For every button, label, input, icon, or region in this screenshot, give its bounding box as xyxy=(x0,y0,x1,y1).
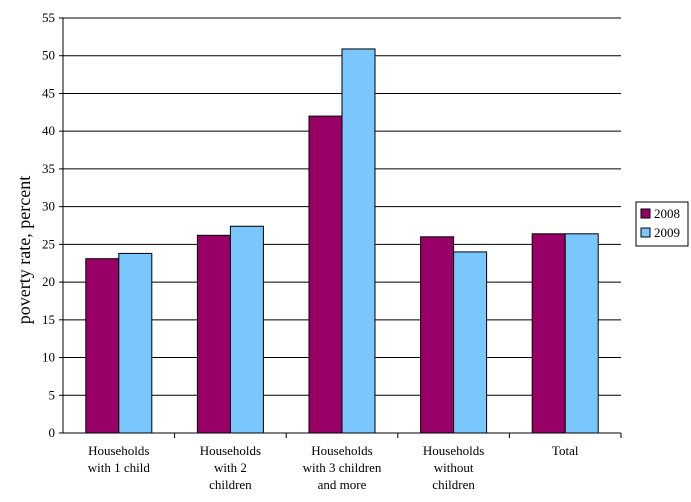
x-category-label: Households xyxy=(311,443,372,458)
bar-2008 xyxy=(85,258,120,434)
x-category-label: Households xyxy=(423,443,484,458)
legend-swatch xyxy=(640,227,651,238)
y-tick-label: 25 xyxy=(42,236,55,251)
bar-2008 xyxy=(196,234,231,434)
y-tick-label: 40 xyxy=(42,123,55,138)
y-tick-label: 55 xyxy=(42,10,55,25)
x-category-label: and more xyxy=(318,477,367,492)
bar-2008 xyxy=(308,115,343,434)
x-category-label: without xyxy=(434,460,474,475)
bar-2009 xyxy=(564,233,599,434)
y-tick-label: 5 xyxy=(49,387,56,402)
bar-2009 xyxy=(453,251,488,434)
x-category-label: with 2 xyxy=(214,460,247,475)
y-tick-label: 50 xyxy=(42,48,55,63)
y-tick-label: 10 xyxy=(42,350,55,365)
x-category-label: Households xyxy=(88,443,149,458)
y-tick-label: 0 xyxy=(49,425,56,440)
y-axis-label: poverty rate, percent xyxy=(14,176,34,324)
legend-label: 2008 xyxy=(654,206,680,221)
bar-2009 xyxy=(341,48,376,434)
bar-2009 xyxy=(118,252,153,434)
bars xyxy=(85,48,599,434)
x-category-label: Households xyxy=(200,443,261,458)
y-tick-label: 15 xyxy=(42,312,55,327)
y-tick-label: 35 xyxy=(42,161,55,176)
bar-2008 xyxy=(420,236,455,434)
y-tick-label: 45 xyxy=(42,85,55,100)
x-category-label: children xyxy=(209,477,252,492)
x-category-label: children xyxy=(432,477,475,492)
x-category-labels: Households with 1 child Households with 2 ch… xyxy=(88,443,579,492)
axes xyxy=(62,18,622,438)
y-tick-labels: 0 5 10 15 20 25 30 35 40 45 50 55 xyxy=(42,10,63,440)
x-category-label: with 3 children xyxy=(303,460,382,475)
legend: 2008 2009 xyxy=(635,201,689,247)
x-category-label: with 1 child xyxy=(88,460,151,475)
bar-2008 xyxy=(531,233,566,434)
y-tick-label: 20 xyxy=(42,274,55,289)
bar-2009 xyxy=(229,225,264,434)
x-category-label: Total xyxy=(552,443,579,458)
y-tick-label: 30 xyxy=(42,199,55,214)
legend-label: 2009 xyxy=(654,225,680,240)
legend-swatch xyxy=(640,208,651,219)
